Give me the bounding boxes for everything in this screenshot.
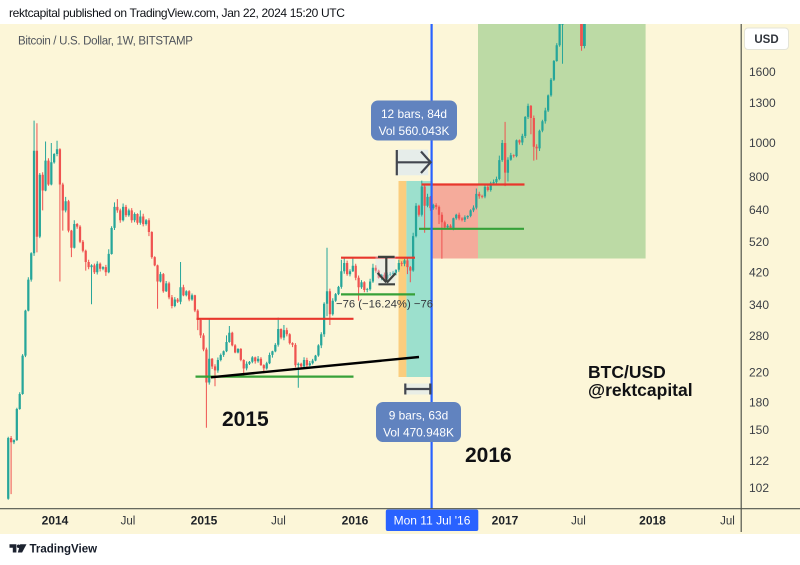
svg-text:520: 520 [749,235,769,249]
svg-text:12 bars, 84d: 12 bars, 84d [381,107,447,121]
svg-text:Vol 560.043K: Vol 560.043K [379,124,450,138]
svg-text:TradingView: TradingView [30,544,98,556]
svg-text:Jul: Jul [121,516,136,528]
svg-text:BTC/USD: BTC/USD [588,362,666,382]
svg-text:2015: 2015 [191,514,218,528]
svg-text:640: 640 [749,203,769,217]
svg-text:2015: 2015 [222,408,269,431]
svg-text:1300: 1300 [749,96,776,110]
svg-text:9 bars, 63d: 9 bars, 63d [389,408,449,422]
svg-text:122: 122 [749,454,769,468]
svg-text:Vol 470.948K: Vol 470.948K [383,425,454,439]
svg-text:150: 150 [749,423,769,437]
svg-text:Jul: Jul [571,516,586,528]
svg-text:800: 800 [749,170,769,184]
svg-text:2018: 2018 [639,514,666,528]
svg-text:1600: 1600 [749,65,776,79]
svg-text:220: 220 [749,366,769,380]
svg-text:2016: 2016 [465,444,512,467]
svg-text:420: 420 [749,266,769,280]
svg-text:−76 (−16.24%) −76: −76 (−16.24%) −76 [336,299,433,311]
svg-text:Jul: Jul [271,516,286,528]
svg-text:102: 102 [749,481,769,495]
svg-text:Jul: Jul [720,516,735,528]
svg-text:1000: 1000 [749,136,776,150]
svg-text:180: 180 [749,396,769,410]
svg-text:2017: 2017 [492,514,519,528]
svg-text:280: 280 [749,329,769,343]
svg-text:Mon 11 Jul '16: Mon 11 Jul '16 [394,514,471,528]
svg-text:2016: 2016 [342,514,369,528]
svg-text:Bitcoin / U.S. Dollar, 1W, BIT: Bitcoin / U.S. Dollar, 1W, BITSTAMP [18,36,193,48]
svg-text:rektcapital published on Tradi: rektcapital published on TradingView.com… [9,6,345,20]
svg-text:@rektcapital: @rektcapital [588,380,693,400]
svg-text:USD: USD [754,34,778,46]
svg-text:2014: 2014 [42,514,69,528]
svg-text:340: 340 [749,298,769,312]
